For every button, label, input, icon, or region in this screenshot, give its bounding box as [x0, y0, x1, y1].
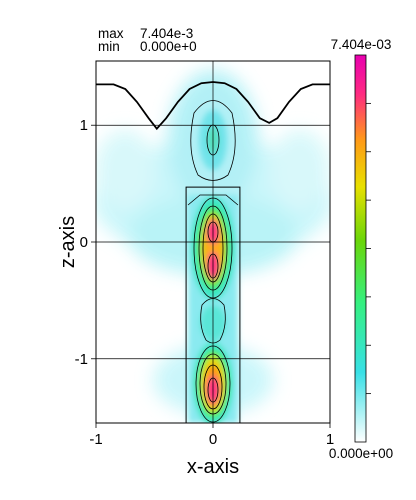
max-readout: max 7.404e-3 [98, 27, 193, 41]
colorbar-ticks [366, 102, 371, 395]
max-label: max [98, 26, 124, 41]
colorbar: 7.404e-03 0.000e+00 [329, 37, 393, 461]
colorbar-min-label: 0.000e+00 [329, 446, 393, 461]
colorbar-gradient [354, 54, 367, 443]
x-axis-label: x-axis [187, 456, 239, 478]
grid-lines [96, 61, 330, 423]
x-tick-label: 0 [209, 431, 217, 448]
z-tick-label: 1 [80, 117, 88, 134]
z-tick-label: 0 [80, 234, 88, 251]
colorbar-max-label: 7.404e-03 [331, 37, 392, 52]
min-value: 0.000e+0 [140, 39, 197, 54]
z-tick-label: -1 [75, 351, 88, 368]
max-value: 7.404e-3 [140, 26, 194, 41]
x-tick-label: -1 [89, 431, 102, 448]
axis-ticks: -1 0 1 1 0 -1 [75, 117, 335, 448]
min-readout: min 0.000e+0 [98, 40, 197, 54]
min-label: min [98, 39, 120, 54]
x-tick-label: 1 [326, 431, 334, 448]
y-axis-label: z-axis [57, 216, 79, 268]
